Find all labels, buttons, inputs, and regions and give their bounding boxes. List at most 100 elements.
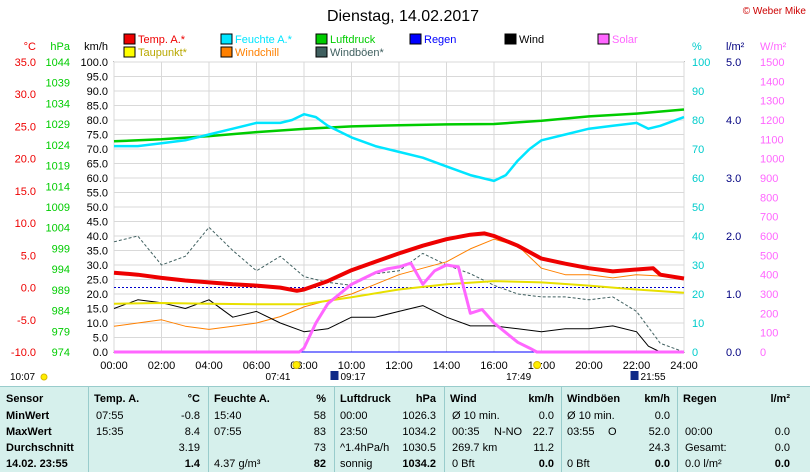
series-windben	[113, 226, 685, 353]
series-feuchtea	[114, 112, 685, 183]
stats-wind-value-3: 0.0	[538, 458, 554, 470]
percent-axis-tick-6: 40	[692, 231, 704, 243]
x-tick-12: 24:00	[670, 360, 698, 372]
stats-gust-time-3: 0 Bft	[567, 458, 590, 470]
rain-axis-tick-4: 1.0	[726, 289, 741, 301]
series-wind	[113, 299, 684, 353]
stats-header-temp: Temp. A.	[94, 393, 140, 405]
axes: 00:00 02:00 04:00 06:00 08:00 10:00 12:00 14:00…	[11, 41, 787, 372]
stats-hum-time-3: 4.37 g/m³	[214, 458, 261, 470]
kmh-axis-tick-18: 10.0	[87, 318, 108, 330]
legend: Temp. A.* Feuchte A.* Luftdruck Regen Wind So…	[123, 33, 638, 59]
rain-axis-tick-3: 2.0	[726, 231, 741, 243]
series-windchill	[113, 238, 685, 330]
stats-gust-value-3: 0.0	[654, 458, 670, 470]
percent-axis-tick-0: 100	[692, 57, 710, 69]
stats-divider-4	[561, 387, 562, 472]
x-tick-11: 22:00	[623, 360, 651, 372]
x-tick-9: 18:00	[528, 360, 556, 372]
stats-temp-value-1: 8.4	[184, 426, 200, 438]
stats-press-value-3: 1034.2	[402, 458, 436, 470]
solar-axis-tick-7: 800	[760, 192, 778, 204]
legend-label-5: Solar	[612, 34, 638, 46]
kmh-axis-tick-0: 100.0	[80, 57, 108, 69]
stats-header-press: Luftdruck	[340, 393, 391, 405]
stats-header-hum-unit: %	[316, 393, 326, 405]
moonset-icon	[330, 371, 339, 380]
stats-wind-time-3: 0 Bft	[452, 458, 475, 470]
stats-press-time-3: sonnig	[340, 458, 373, 470]
hpa-axis-tick-6: 1014	[46, 181, 70, 193]
hpa-axis-unit: hPa	[50, 41, 70, 53]
hpa-axis-tick-3: 1029	[46, 119, 70, 131]
celsius-axis-tick-0: 35.0	[15, 57, 36, 69]
celsius-axis-tick-3: 20.0	[15, 154, 36, 166]
kmh-axis-tick-10: 50.0	[87, 202, 108, 214]
stats-gust-value-2: 24.3	[648, 442, 670, 454]
stats-row-label-1: MaxWert	[6, 426, 52, 438]
stats-press-value-1: 1034.2	[402, 426, 436, 438]
percent-axis-tick-9: 10	[692, 318, 704, 330]
legend-swatch-6	[123, 46, 136, 58]
stats-divider-3	[444, 387, 445, 472]
celsius-axis-tick-9: -10.0	[11, 347, 36, 359]
stats-wind-value-2: 11.2	[533, 442, 554, 454]
stats-hum-value-1: 83	[313, 426, 326, 438]
stats-wind-value-1: 22.7	[532, 426, 554, 438]
legend-label-3: Regen	[424, 34, 456, 46]
weather-chart: Dienstag, 14.02.2017 © Weber Mike Temp. …	[10, 6, 807, 383]
percent-axis-unit: %	[692, 41, 702, 53]
solar-axis-tick-8: 700	[760, 212, 778, 224]
rain-axis-unit: l/m²	[726, 41, 745, 53]
stats-rain-time-1: 00:00	[685, 426, 713, 438]
percent-axis-tick-3: 70	[692, 144, 704, 156]
plot-area	[113, 108, 685, 354]
legend-swatch-5	[597, 33, 610, 45]
stats-press-time-0: 00:00	[340, 410, 368, 422]
celsius-axis-unit: °C	[24, 41, 36, 53]
stats-divider-0	[88, 387, 89, 472]
legend-label-1: Feuchte A.*	[235, 34, 293, 46]
hpa-axis-tick-2: 1034	[46, 98, 70, 110]
stats-rain-value-3: 0.0	[774, 458, 790, 470]
stats-temp-time-1: 15:35	[96, 426, 124, 438]
kmh-axis-tick-8: 60.0	[87, 173, 108, 185]
stats-temp-value-3: 1.4	[184, 458, 200, 470]
hpa-axis-tick-7: 1009	[46, 202, 70, 214]
solar-axis-unit: W/m²	[760, 41, 787, 53]
solar-axis-tick-2: 1300	[760, 96, 784, 108]
percent-axis-tick-5: 50	[692, 202, 704, 214]
kmh-axis-tick-13: 35.0	[87, 246, 108, 258]
kmh-axis-tick-7: 65.0	[87, 159, 108, 171]
hpa-axis-tick-11: 989	[52, 285, 70, 297]
stats-gust-time-0: Ø 10 min.	[567, 410, 615, 422]
solar-axis-tick-11: 400	[760, 270, 778, 282]
kmh-axis-tick-6: 70.0	[87, 144, 108, 156]
percent-axis-tick-8: 20	[692, 289, 704, 301]
sunrise-icon	[292, 361, 301, 369]
stats-divider-2	[334, 387, 335, 472]
solar-axis-tick-9: 600	[760, 231, 778, 243]
statistics-table: Sensor Temp. A. °C Feuchte A.% Luftdruck hPa W…	[0, 386, 810, 472]
rain-axis-tick-5: 0.0	[726, 347, 741, 359]
legend-label-6: Taupunkt*	[138, 47, 188, 59]
hpa-axis-tick-9: 999	[52, 243, 70, 255]
stats-gust-dir-1: O	[608, 426, 617, 438]
kmh-axis-tick-5: 75.0	[87, 130, 108, 142]
rain-axis-tick-1: 4.0	[726, 115, 741, 127]
stats-rain-value-1: 0.0	[774, 426, 790, 438]
stats-row-label-3: 14.02. 23:55	[6, 458, 68, 470]
legend-label-2: Luftdruck	[330, 34, 376, 46]
stats-row-label-2: Durchschnitt	[6, 442, 74, 454]
sunset-time: 17:49	[506, 372, 531, 383]
percent-axis-tick-10: 0	[692, 347, 698, 359]
moon-corner-icon	[40, 373, 48, 381]
stats-hum-value-0: 58	[313, 410, 326, 422]
stats-wind-dir-1: N-NO	[494, 426, 523, 438]
solar-axis-tick-12: 300	[760, 289, 778, 301]
stats-rain-time-3: 0.0 l/m²	[685, 458, 722, 470]
moonrise-time: 21:55	[641, 372, 666, 383]
percent-axis-tick-1: 90	[692, 86, 704, 98]
kmh-axis-tick-4: 80.0	[87, 115, 108, 127]
series-luftdruck	[113, 108, 685, 143]
